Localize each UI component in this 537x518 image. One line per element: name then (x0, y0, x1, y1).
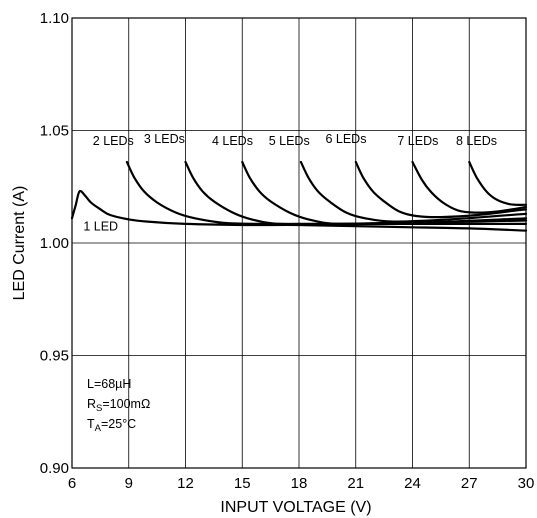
inductance-note: L=68µH (87, 377, 131, 391)
x-tick-label: 27 (461, 475, 478, 492)
series-label-5-leds: 5 LEDs (269, 134, 310, 148)
x-tick-label: 6 (68, 475, 76, 492)
ta-subscript: A (95, 423, 102, 434)
series-line-4-leds (241, 160, 528, 226)
y-tick-label: 0.95 (40, 348, 69, 365)
series-line-5-leds (299, 160, 528, 223)
series-label-4-leds: 4 LEDs (212, 134, 253, 148)
x-tick-label: 18 (291, 475, 308, 492)
series-label-2-leds: 2 LEDs (93, 134, 134, 148)
rs-subscript: S (96, 403, 102, 414)
y-tick-label: 1.10 (40, 10, 69, 27)
series-line-1-led (70, 189, 528, 232)
series-layer (70, 160, 528, 232)
x-tick-label: 15 (234, 475, 251, 492)
rs-main: R (87, 397, 96, 411)
conditions-note: L=68µH RS=100mΩ TA=25°C (87, 377, 150, 434)
series-label-8-leds: 8 LEDs (456, 134, 497, 148)
y-axis-title: LED Current (A) (11, 186, 28, 301)
series-label-7-leds: 7 LEDs (397, 134, 438, 148)
series-line-6-leds (354, 160, 528, 219)
series-line-7-leds (411, 160, 528, 214)
x-tick-label: 9 (125, 475, 133, 492)
series-labels: 1 LED 2 LEDs 3 LEDs 4 LEDs 5 LEDs 6 LEDs 7 LED… (83, 132, 497, 234)
x-tick-label: 21 (347, 475, 364, 492)
ta-main: T (87, 417, 95, 431)
ambient-temp-note: TA=25°C (87, 417, 136, 434)
tick-labels: 6 9 12 15 18 21 24 27 30 0.90 0.95 1.00 1.05 1.10 (40, 10, 535, 492)
y-tick-label: 1.00 (40, 235, 69, 252)
sense-resistor-note: RS=100mΩ (87, 397, 150, 414)
x-tick-label: 24 (404, 475, 421, 492)
rs-value: =100mΩ (102, 397, 150, 411)
series-line-8-leds (468, 160, 528, 206)
x-tick-label: 30 (518, 475, 535, 492)
series-label-6-leds: 6 LEDs (325, 132, 366, 146)
series-label-3-leds: 3 LEDs (144, 132, 185, 146)
ta-value: =25°C (101, 417, 136, 431)
series-label-1-led: 1 LED (83, 220, 118, 234)
series-line-2-leds (125, 160, 528, 226)
y-tick-label: 0.90 (40, 460, 69, 477)
x-tick-label: 12 (177, 475, 194, 492)
y-tick-label: 1.05 (40, 123, 69, 140)
plot-frame (71, 17, 527, 469)
x-axis-title: INPUT VOLTAGE (V) (220, 499, 371, 516)
